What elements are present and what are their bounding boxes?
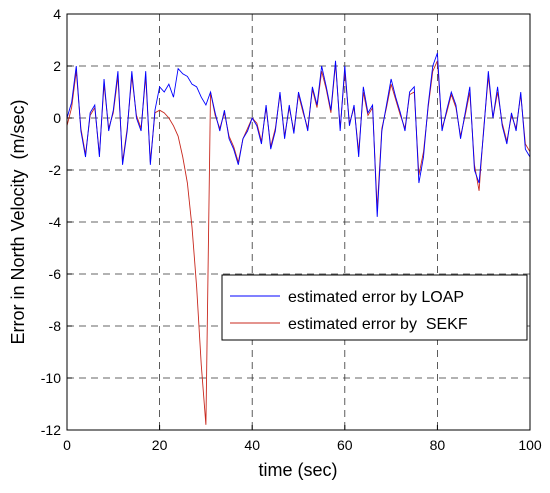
y-tick-label: -6	[49, 266, 62, 282]
legend-label: estimated error by LOAP	[288, 289, 464, 306]
x-axis-label: time (sec)	[258, 460, 337, 480]
y-tick-label: -10	[41, 370, 61, 386]
y-tick-label: -8	[49, 318, 62, 334]
y-tick-label: 4	[53, 6, 61, 22]
x-tick-label: 100	[518, 437, 542, 453]
y-tick-label: -12	[41, 422, 61, 438]
y-tick-label: -2	[49, 162, 62, 178]
y-tick-label: -4	[49, 214, 62, 230]
y-tick-label: 2	[53, 58, 61, 74]
y-tick-label: 0	[53, 110, 61, 126]
plot-frame	[66, 13, 531, 431]
x-tick-label: 60	[337, 437, 353, 453]
legend-box	[221, 274, 528, 341]
x-tick-label: 20	[152, 437, 168, 453]
legend: estimated error by LOAP estimated error b…	[221, 274, 528, 341]
x-tick-label: 0	[63, 437, 71, 453]
x-tick-label: 80	[430, 437, 446, 453]
data-line	[66, 52, 531, 217]
x-tick-label: 40	[244, 437, 260, 453]
y-axis-label: Error in North Velocity (m/sec)	[8, 99, 28, 344]
legend-label: estimated error by SEKF	[288, 316, 468, 333]
